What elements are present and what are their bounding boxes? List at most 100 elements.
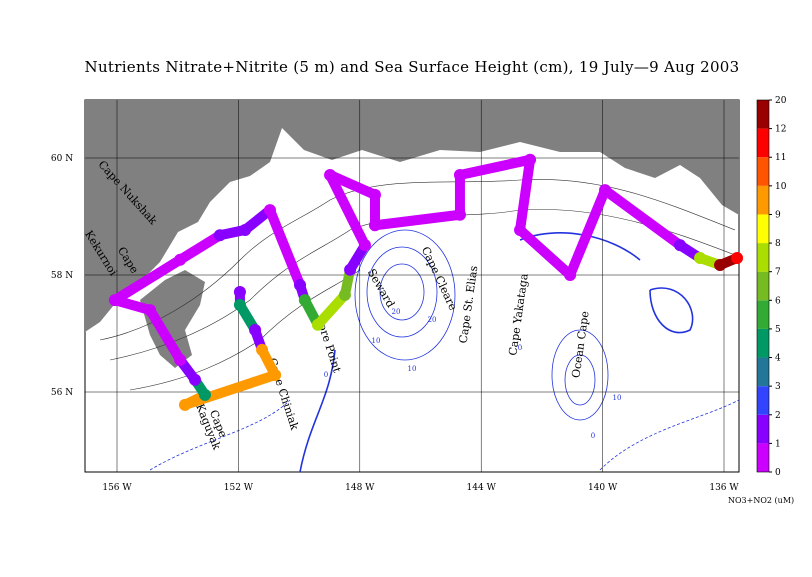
track-sample — [174, 353, 187, 366]
colorbar-label: 1 — [775, 439, 781, 449]
track-sample — [249, 323, 262, 336]
lat-label: 58 N — [51, 271, 73, 281]
contour-label: 0 — [324, 371, 328, 379]
track-segment — [515, 154, 536, 235]
contour-label: 0 — [518, 344, 522, 352]
colorbar-label: 12 — [775, 125, 786, 135]
track-sample — [599, 184, 612, 197]
track-sample — [108, 294, 121, 307]
colorbar-label: 5 — [775, 325, 781, 335]
colorbar-band — [757, 386, 769, 415]
track-sample — [294, 278, 307, 291]
island — [140, 270, 205, 368]
title: Nutrients Nitrate+Nitrite (5 m) and Sea … — [85, 58, 740, 76]
lon-label: 140 W — [588, 483, 618, 493]
contour-label: 10 — [408, 365, 417, 373]
track-sample — [239, 223, 252, 236]
track-sample — [453, 168, 466, 181]
lat-label: 60 N — [51, 154, 73, 164]
colorbar-band — [757, 443, 769, 472]
track-segment — [454, 154, 536, 180]
track-segment — [109, 254, 186, 306]
lat-label: 56 N — [51, 388, 73, 398]
track-sample — [694, 252, 707, 265]
track-sample — [368, 219, 381, 232]
contour-label: 10 — [372, 337, 381, 345]
colorbar-label: 0 — [775, 468, 781, 478]
track-sample — [358, 239, 371, 252]
lon-label: 136 W — [709, 483, 739, 493]
track-segment — [515, 224, 576, 280]
lon-label: 148 W — [345, 483, 375, 493]
contour-label: 10 — [613, 394, 622, 402]
track-segment — [264, 205, 306, 290]
contour-label: 20 — [428, 316, 437, 324]
colorbar-band — [757, 100, 769, 129]
colorbar-unit: NO3+NO2 (uM) — [728, 496, 794, 505]
track-segment — [325, 169, 370, 251]
track-sample — [338, 288, 351, 301]
track-segment — [145, 305, 186, 365]
colorbar-frame — [756, 99, 770, 473]
colorbar-band — [757, 328, 769, 358]
colorbar-label: 11 — [775, 153, 786, 163]
track-sample — [714, 259, 727, 272]
colorbar-label: 3 — [775, 382, 781, 392]
colorbar-band — [757, 271, 769, 301]
colorbar-label: 7 — [775, 268, 781, 278]
colorbar-label: 6 — [775, 296, 781, 306]
colorbar-label: 9 — [775, 210, 781, 220]
track-sample — [524, 153, 537, 166]
track-segment — [175, 230, 225, 265]
colorbar-band — [757, 357, 769, 387]
track-segment — [600, 185, 685, 251]
track-sample — [368, 188, 381, 201]
track-sample — [324, 168, 337, 181]
colorbar-label: 4 — [775, 354, 781, 364]
track-sample — [311, 318, 324, 331]
track-sample — [673, 239, 686, 252]
track-sample — [233, 298, 246, 311]
colorbar-label: 20 — [775, 96, 787, 106]
colorbar-band — [757, 185, 769, 215]
ship-track — [108, 153, 744, 411]
track-sample — [144, 304, 157, 317]
track-sample — [269, 369, 282, 382]
colorbar-label: 10 — [775, 182, 787, 192]
colorbar-band — [757, 157, 769, 186]
track-segment — [565, 185, 611, 280]
lon-label: 156 W — [102, 483, 132, 493]
colorbar-band — [757, 414, 769, 444]
track-sample — [564, 269, 577, 281]
colorbar-band — [757, 300, 769, 329]
track-sample — [199, 388, 212, 401]
track-sample — [344, 263, 357, 276]
track-sample — [514, 223, 527, 236]
lon-label: 144 W — [467, 483, 497, 493]
contour-label: 0 — [591, 432, 595, 440]
colorbar-label: 8 — [775, 239, 781, 249]
track-segment — [325, 169, 380, 200]
track-sample — [298, 294, 311, 307]
lon-label: 152 W — [224, 483, 254, 493]
track-segment — [312, 289, 350, 330]
track-segment — [369, 209, 465, 231]
colorbar-band — [757, 214, 769, 244]
track-sample — [263, 204, 276, 217]
track-sample — [213, 229, 226, 242]
track-sample — [188, 373, 201, 386]
map-area: 156 W 152 W 148 W 144 W 140 W 136 W 60 N 58 N 56… — [51, 99, 744, 493]
colorbar-band — [757, 128, 769, 158]
track-sample — [256, 343, 269, 356]
track-sample — [453, 208, 466, 221]
contour-label: 20 — [392, 308, 401, 316]
track-sample — [174, 253, 187, 266]
track-sample — [233, 285, 246, 298]
colorbar-band — [757, 243, 769, 272]
graticule: 156 W 152 W 148 W 144 W 140 W 136 W 60 N 58 N 56… — [51, 100, 739, 493]
track-sample — [178, 398, 191, 411]
track-sample — [731, 252, 744, 265]
colorbar-label: 2 — [775, 411, 781, 421]
